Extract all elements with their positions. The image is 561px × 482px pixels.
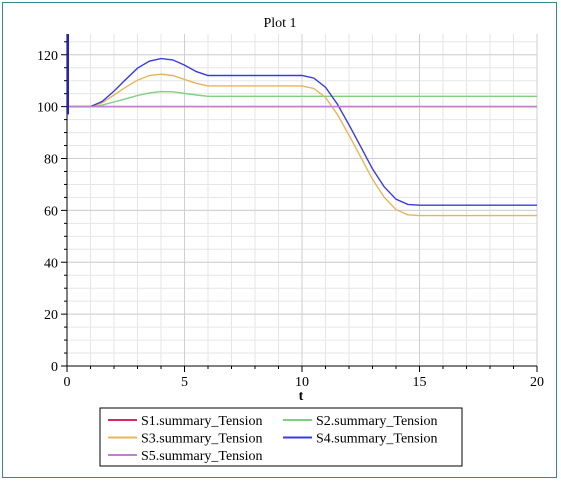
y-tick-label: 60 [44,204,58,219]
y-tick-label: 100 [37,101,58,116]
legend-label: S3.summary_Tension [141,432,263,447]
y-tick-label: 40 [44,256,58,271]
x-axis-label: t [299,389,304,404]
y-tick-label: 80 [44,153,58,168]
y-tick-label: 0 [51,360,58,375]
x-tick-label: 5 [181,375,188,390]
legend-label: S1.summary_Tension [141,414,263,429]
x-tick-label: 10 [295,375,309,390]
y-tick-label: 20 [44,308,58,323]
plot-area: 0 5 10 15 20 0 20 40 60 80 100 120 [37,34,544,390]
chart: Plot 1 0 5 10 15 20 0 20 40 60 80 100 120 t S1.summ… [37,16,544,467]
x-tick-label: 20 [530,375,544,390]
legend-item: S2.summary_Tension [283,414,438,429]
legend-label: S4.summary_Tension [316,432,438,447]
legend-item: S5.summary_Tension [108,449,263,464]
legend-item: S3.summary_Tension [108,432,263,447]
series-line-4 [67,57,537,206]
legend-item: S1.summary_Tension [108,414,263,429]
legend-label: S5.summary_Tension [141,449,263,464]
plot-frame: Plot 1 0 5 10 15 20 0 20 40 60 80 100 120 t S1.summ… [2,2,557,478]
x-tick-label: 0 [64,375,71,390]
x-tick-label: 15 [413,375,427,390]
y-tick-label: 120 [37,49,58,64]
legend-item: S4.summary_Tension [283,432,438,447]
chart-title: Plot 1 [263,16,296,31]
legend-label: S2.summary_Tension [316,414,438,429]
legend-box [99,407,463,467]
legend: S1.summary_Tension S2.summary_Tension S3.s… [99,407,463,467]
series-line-3 [67,73,537,217]
series-line-2 [67,90,537,108]
